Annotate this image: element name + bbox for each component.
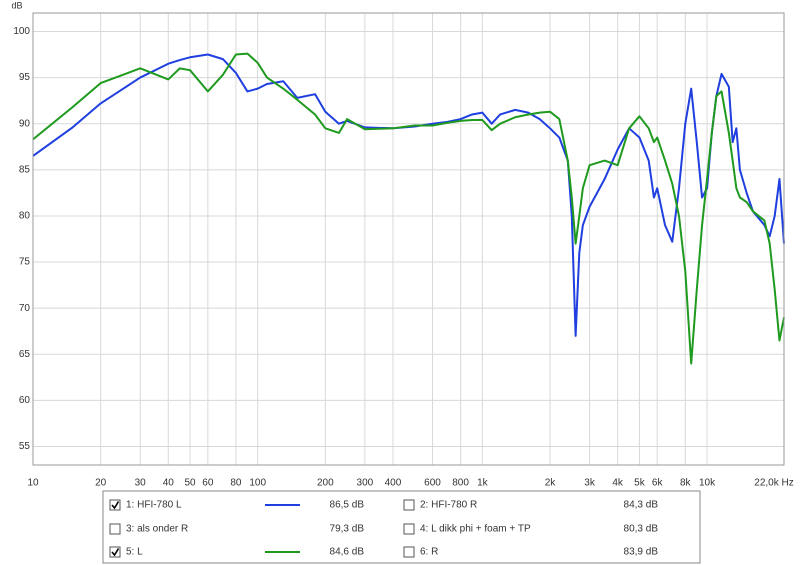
legend-readout: 79,3 dB (330, 524, 365, 535)
legend-label: 2: HFI-780 R (420, 500, 477, 511)
x-tick-label: 60 (202, 478, 214, 489)
legend-label: 5: L (126, 547, 143, 558)
legend-readout: 80,3 dB (624, 524, 659, 535)
legend-readout: 86,5 dB (330, 500, 365, 511)
x-tick-label: 80 (230, 478, 242, 489)
checkmark (111, 501, 120, 510)
x-tick-label: 600 (424, 478, 441, 489)
x-tick-label: 5k (634, 478, 646, 489)
x-tick-label: 22,0k Hz (754, 478, 793, 489)
y-tick-label: 100 (13, 26, 30, 37)
y-tick-label: 85 (19, 164, 31, 175)
x-tick-label: 6k (652, 478, 664, 489)
x-tick-label: 8k (680, 478, 692, 489)
legend-readout: 83,9 dB (624, 547, 659, 558)
legend-label: 3: als onder R (126, 524, 188, 535)
checkmark (111, 548, 120, 557)
legend-label: 6: R (420, 547, 438, 558)
x-tick-label: 30 (135, 478, 147, 489)
x-tick-label: 4k (612, 478, 624, 489)
legend-readout: 84,6 dB (330, 547, 365, 558)
x-tick-label: 1k (477, 478, 489, 489)
x-tick-label: 10k (699, 478, 716, 489)
legend-label: 4: L dikk phi + foam + TP (420, 524, 531, 535)
y-tick-label: 75 (19, 257, 31, 268)
y-tick-label: 90 (19, 118, 31, 129)
x-tick-label: 200 (317, 478, 334, 489)
x-tick-label: 100 (249, 478, 266, 489)
y-tick-label: 65 (19, 349, 31, 360)
checkbox[interactable] (403, 499, 415, 511)
y-tick-label: 95 (19, 72, 31, 83)
plot-frame (32, 12, 785, 466)
x-tick-label: 2k (545, 478, 557, 489)
y-unit-label: dB (11, 0, 22, 10)
checkbox[interactable] (403, 523, 415, 535)
x-tick-label: 3k (584, 478, 596, 489)
x-tick-label: 50 (184, 478, 196, 489)
x-tick-label: 20 (95, 478, 107, 489)
x-tick-label: 40 (163, 478, 175, 489)
checkbox[interactable] (403, 546, 415, 558)
data-line (32, 52, 785, 365)
x-tick-label: 300 (357, 478, 374, 489)
checkbox[interactable] (109, 546, 121, 558)
y-tick-label: 55 (19, 441, 31, 452)
checkbox[interactable] (109, 523, 121, 535)
checkbox[interactable] (109, 499, 121, 511)
legend (102, 490, 701, 564)
x-tick-label: 10 (27, 478, 39, 489)
y-tick-label: 60 (19, 395, 31, 406)
plot-area (32, 12, 785, 466)
legend-label: 1: HFI-780 L (126, 500, 182, 511)
y-tick-label: 80 (19, 211, 31, 222)
legend-readout: 84,3 dB (624, 500, 659, 511)
x-tick-label: 400 (385, 478, 402, 489)
x-tick-label: 800 (452, 478, 469, 489)
y-tick-label: 70 (19, 303, 31, 314)
